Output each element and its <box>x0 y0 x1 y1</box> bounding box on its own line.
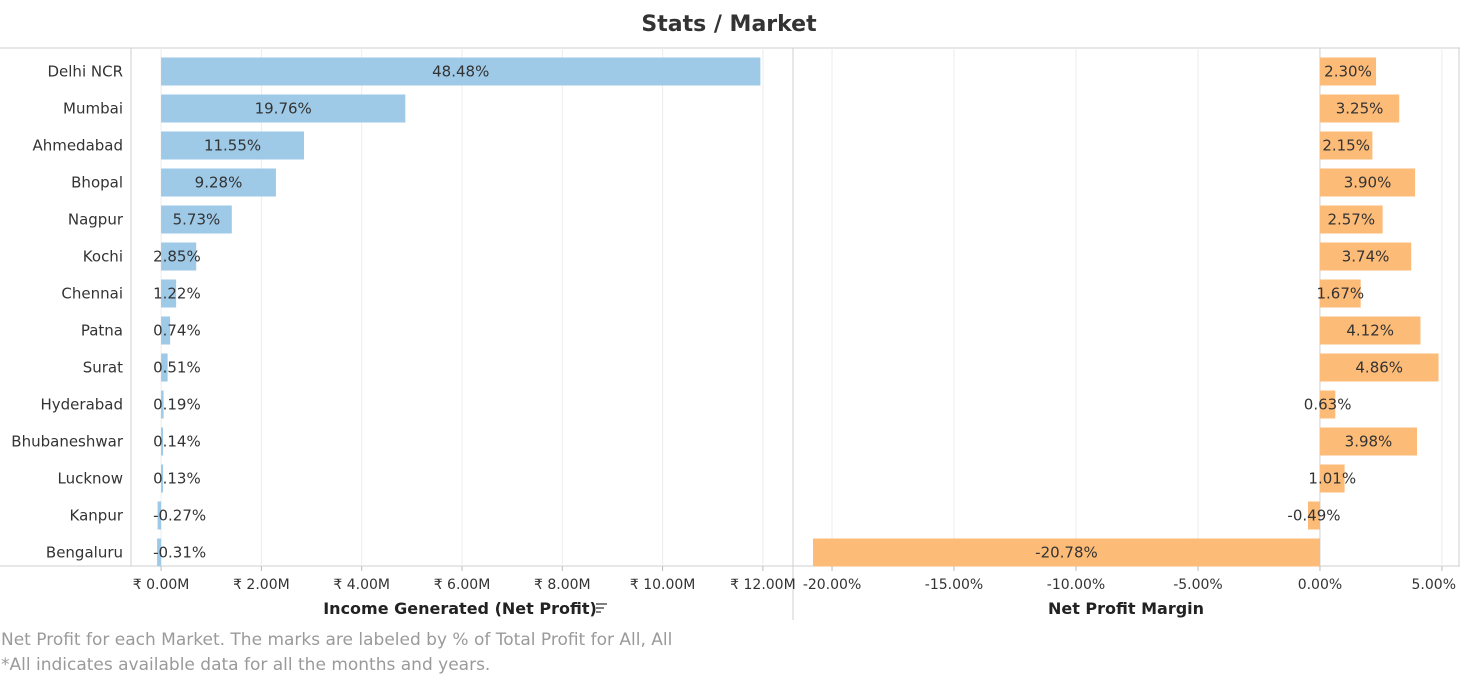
margin-bar[interactable] <box>1319 279 1361 308</box>
margin-data-label: 2.30% <box>1324 63 1372 81</box>
income-data-label: 9.28% <box>195 174 243 192</box>
category-label: Mumbai <box>63 100 123 118</box>
margin-tick-label: -5.00% <box>1173 577 1223 593</box>
margin-bar[interactable] <box>1319 168 1416 197</box>
income-tick-label: ₹ 2.00M <box>233 577 290 593</box>
income-bar[interactable] <box>157 538 162 567</box>
income-data-label: 2.85% <box>153 248 201 266</box>
margin-data-label: 4.12% <box>1346 322 1394 340</box>
caption-line-2: *All indicates available data for all th… <box>1 655 491 675</box>
margin-tick-label: 5.00% <box>1412 577 1456 593</box>
margin-bar[interactable] <box>1319 205 1383 234</box>
margin-data-label: 3.90% <box>1344 174 1392 192</box>
income-axis-ticks: ₹ 0.00M ₹ 2.00M ₹ 4.00M ₹ 6.00M ₹ 8.00M ₹ 10.… <box>133 566 796 593</box>
income-tick-label: ₹ 6.00M <box>434 577 491 593</box>
category-label: Hyderabad <box>41 396 124 414</box>
category-label: Surat <box>83 359 123 377</box>
margin-bar[interactable] <box>1319 464 1345 493</box>
income-bar[interactable] <box>161 390 164 419</box>
income-bar[interactable] <box>161 57 761 86</box>
margin-data-label: 0.63% <box>1304 396 1352 414</box>
margin-bar[interactable] <box>1319 131 1373 160</box>
income-bar[interactable] <box>161 316 171 345</box>
caption-line-1: Net Profit for each Market. The marks ar… <box>1 630 673 650</box>
margin-data-label: 3.98% <box>1345 433 1393 451</box>
margin-bar[interactable] <box>1307 501 1320 530</box>
margin-bar[interactable] <box>1319 242 1412 271</box>
margin-data-label: -0.49% <box>1287 507 1340 525</box>
margin-data-label: 1.67% <box>1316 285 1364 303</box>
income-tick-label: ₹ 8.00M <box>534 577 591 593</box>
margin-bar[interactable] <box>1319 316 1421 345</box>
income-data-label: -0.27% <box>153 507 206 525</box>
margin-bar[interactable] <box>1319 57 1377 86</box>
income-bar[interactable] <box>161 353 168 382</box>
margin-tick-label: 0.00% <box>1298 577 1342 593</box>
margin-bar[interactable] <box>1319 427 1418 456</box>
margin-axis-title: Net Profit Margin <box>1048 599 1204 618</box>
income-data-label: 19.76% <box>255 100 312 118</box>
margin-bars: 2.30% 3.25% 2.15% 3.90% 2.57% 3.74% 1.67% 4.12%… <box>813 57 1439 567</box>
income-tick-label: ₹ 12.00M <box>730 577 796 593</box>
income-tick-label: ₹ 4.00M <box>333 577 390 593</box>
category-label: Ahmedabad <box>32 137 123 155</box>
income-data-label: 48.48% <box>432 63 489 81</box>
category-label: Kochi <box>83 248 123 266</box>
margin-data-label: 2.15% <box>1322 137 1370 155</box>
income-axis-title: Income Generated (Net Profit) <box>323 599 597 618</box>
margin-data-label: 4.86% <box>1355 359 1403 377</box>
income-bars: 48.48% 19.76% 11.55% 9.28% 5.73% 2.85% 1.22% 0.… <box>153 57 761 567</box>
chart-title: Stats / Market <box>641 12 817 37</box>
category-label: Bhubaneshwar <box>11 433 124 451</box>
income-bar[interactable] <box>161 205 232 234</box>
margin-bar[interactable] <box>813 538 1320 567</box>
margin-data-label: 2.57% <box>1327 211 1375 229</box>
income-bar[interactable] <box>161 427 164 456</box>
margin-data-label: 3.74% <box>1342 248 1390 266</box>
income-tick-label: ₹ 0.00M <box>133 577 190 593</box>
income-bar[interactable] <box>157 501 162 530</box>
margin-bar[interactable] <box>1319 353 1439 382</box>
margin-data-label: 3.25% <box>1336 100 1384 118</box>
stats-market-chart: Stats / Market Delhi NCR Mumbai Ahmedabad B… <box>0 12 1460 620</box>
income-bar[interactable] <box>161 279 177 308</box>
income-gridlines <box>160 48 764 566</box>
income-bar[interactable] <box>161 242 197 271</box>
market-category-labels: Delhi NCR Mumbai Ahmedabad Bhopal Nagpur Koch… <box>11 63 124 562</box>
income-data-label: 0.74% <box>153 322 201 340</box>
income-data-label: -0.31% <box>153 544 206 562</box>
margin-tick-label: -20.00% <box>803 577 861 593</box>
category-label: Patna <box>81 322 123 340</box>
income-data-label: 0.19% <box>153 396 201 414</box>
category-label: Lucknow <box>58 470 124 488</box>
category-label: Nagpur <box>68 211 124 229</box>
category-label: Bhopal <box>71 174 123 192</box>
margin-data-label: 1.01% <box>1308 470 1356 488</box>
category-label: Kanpur <box>70 507 124 525</box>
margin-bar[interactable] <box>1319 94 1400 123</box>
income-data-label: 0.13% <box>153 470 201 488</box>
income-bar[interactable] <box>161 168 276 197</box>
category-label: Chennai <box>61 285 123 303</box>
margin-axis-ticks: -20.00% -15.00% -10.00% -5.00% 0.00% 5.00% <box>803 566 1456 593</box>
margin-tick-label: -10.00% <box>1047 577 1105 593</box>
income-bar[interactable] <box>161 464 164 493</box>
margin-tick-label: -15.00% <box>925 577 983 593</box>
income-tick-label: ₹ 10.00M <box>630 577 696 593</box>
income-data-label: 0.51% <box>153 359 201 377</box>
margin-data-label: -20.78% <box>1035 544 1098 562</box>
income-data-label: 0.14% <box>153 433 201 451</box>
income-bar[interactable] <box>161 94 406 123</box>
margin-bar[interactable] <box>1319 390 1336 419</box>
category-label: Bengaluru <box>46 544 123 562</box>
income-bar[interactable] <box>161 131 305 160</box>
income-data-label: 5.73% <box>173 211 221 229</box>
income-data-label: 1.22% <box>153 285 201 303</box>
income-data-label: 11.55% <box>204 137 261 155</box>
sort-descending-icon[interactable] <box>596 603 607 613</box>
category-label: Delhi NCR <box>47 63 123 81</box>
